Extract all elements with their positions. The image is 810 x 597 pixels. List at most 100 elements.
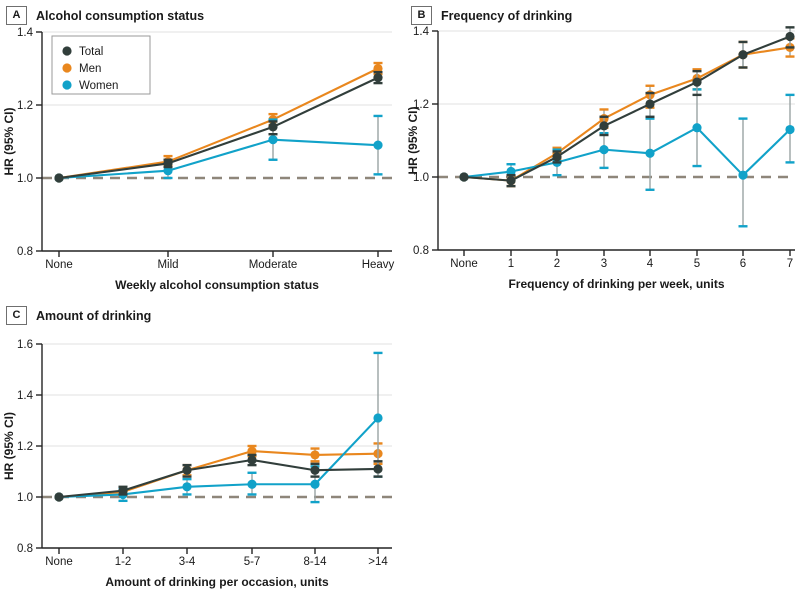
- data-point-women: [506, 166, 516, 177]
- gridlines: [42, 31, 392, 106]
- x-tick-label: 4: [647, 258, 654, 270]
- series-line: [463, 35, 791, 182]
- x-tick-label: 1: [508, 258, 514, 270]
- data-point-women: [373, 140, 383, 150]
- y-tick-label: 1.2: [17, 100, 33, 112]
- y-axis-ticks: 0.8 1.0 1.2 1.4: [413, 26, 438, 257]
- panel-a-title: Alcohol consumption status: [36, 8, 205, 23]
- data-point-total: [459, 172, 469, 182]
- data-point-total: [373, 464, 383, 474]
- series-line: [58, 138, 379, 180]
- y-axis-title: HR (95% CI): [406, 106, 420, 174]
- data-point-total: [785, 31, 795, 42]
- x-tick-label: 6: [740, 258, 746, 270]
- data-point-women: [163, 166, 173, 176]
- panel-b-letter: B: [411, 6, 432, 25]
- x-tick-label: None: [45, 556, 73, 568]
- y-tick-label: 1.4: [413, 26, 430, 38]
- y-tick-label: 0.8: [413, 245, 429, 257]
- x-tick-label: 5: [694, 258, 700, 270]
- panel-c-chart: 0.8 1.0 1.2 1.4 1.6 None 1-2 3-4 5-7 8-14 >14 Amoun…: [2, 339, 392, 589]
- data-point-total: [373, 73, 383, 83]
- legend-marker-men: [62, 63, 72, 73]
- panel-b-chart: 0.8 1.0 1.2 1.4 None 1 2 3 4 5 6 7 Frequency of drin…: [406, 26, 795, 291]
- panel-b: B Frequency of drinking 0.8 1.0 1.2 1.4 None…: [405, 0, 810, 300]
- gridlines: [438, 30, 795, 105]
- x-tick-label: Heavy: [362, 259, 395, 271]
- series-women: [459, 88, 795, 228]
- series-line: [58, 458, 379, 499]
- data-point-total: [692, 77, 702, 87]
- legend: Total Men Women: [51, 35, 151, 95]
- gridlines: [42, 343, 392, 447]
- y-tick-label: 0.8: [17, 543, 33, 555]
- data-point-total: [118, 486, 128, 496]
- x-tick-label: Moderate: [249, 259, 298, 271]
- data-point-total: [182, 465, 192, 475]
- series-line: [58, 76, 379, 180]
- y-axis-title: HR (95% CI): [2, 107, 16, 175]
- panel-a-letter: A: [6, 6, 27, 25]
- x-tick-label: 3-4: [179, 556, 196, 568]
- axes: [437, 31, 795, 251]
- y-tick-label: 1.0: [17, 492, 33, 504]
- series-line: [58, 417, 379, 499]
- panel-c-header: C Amount of drinking: [6, 306, 151, 325]
- x-tick-label: None: [450, 258, 478, 270]
- y-axis-ticks: 0.8 1.0 1.2 1.4: [17, 27, 42, 258]
- x-axis-ticks: None 1-2 3-4 5-7 8-14 >14: [45, 548, 388, 568]
- data-point-women: [373, 413, 383, 423]
- x-tick-label: 1-2: [115, 556, 132, 568]
- data-point-women: [738, 170, 748, 180]
- data-point-total: [506, 176, 516, 186]
- y-tick-label: 1.0: [17, 173, 33, 185]
- y-tick-label: 1.4: [17, 390, 34, 402]
- x-tick-label: 8-14: [303, 556, 327, 568]
- data-point-women: [182, 482, 192, 492]
- data-point-men: [310, 450, 320, 460]
- y-axis-title: HR (95% CI): [2, 412, 16, 480]
- panel-b-header: B Frequency of drinking: [411, 6, 572, 25]
- x-tick-label: >14: [368, 556, 388, 568]
- legend-marker-total: [62, 46, 72, 56]
- data-point-men: [247, 446, 257, 456]
- x-axis-ticks: None Mild Moderate Heavy: [45, 251, 395, 271]
- data-point-women: [310, 479, 320, 489]
- x-tick-label: 5-7: [244, 556, 261, 568]
- y-tick-label: 1.4: [17, 27, 34, 39]
- y-axis-ticks: 0.8 1.0 1.2 1.4 1.6: [17, 339, 42, 555]
- series-women: [54, 351, 383, 504]
- panel-c: C Amount of drinking 0.8 1.0 1.2 1.4 1.6 None…: [0, 300, 405, 597]
- x-tick-label: 7: [787, 258, 793, 270]
- data-point-women: [645, 148, 655, 158]
- x-axis-ticks: None 1 2 3 4 5 6 7: [450, 250, 793, 270]
- series-total: [54, 70, 383, 183]
- x-tick-label: 3: [601, 258, 607, 270]
- y-tick-label: 1.2: [413, 99, 429, 111]
- data-point-total: [310, 465, 320, 475]
- legend-label-women: Women: [79, 80, 118, 92]
- x-tick-label: None: [45, 259, 73, 271]
- data-point-total: [738, 50, 748, 60]
- y-tick-label: 1.0: [413, 172, 429, 184]
- x-tick-label: Mild: [157, 259, 178, 271]
- legend-label-total: Total: [79, 46, 103, 58]
- panel-b-title: Frequency of drinking: [441, 8, 573, 23]
- data-point-women: [785, 124, 795, 135]
- data-point-total: [247, 455, 257, 465]
- data-point-women: [692, 123, 702, 133]
- x-axis-title: Amount of drinking per occasion, units: [105, 575, 329, 589]
- data-point-total: [268, 122, 278, 132]
- data-point-total: [599, 121, 609, 131]
- x-tick-label: 2: [554, 258, 560, 270]
- data-point-women: [268, 135, 278, 145]
- legend-marker-women: [62, 80, 72, 90]
- legend-label-men: Men: [79, 63, 101, 75]
- series-total: [54, 453, 383, 502]
- data-point-total: [645, 99, 655, 109]
- series-line: [58, 450, 379, 499]
- data-point-total: [54, 492, 64, 502]
- data-point-women: [247, 479, 257, 489]
- panel-c-title: Amount of drinking: [36, 308, 152, 323]
